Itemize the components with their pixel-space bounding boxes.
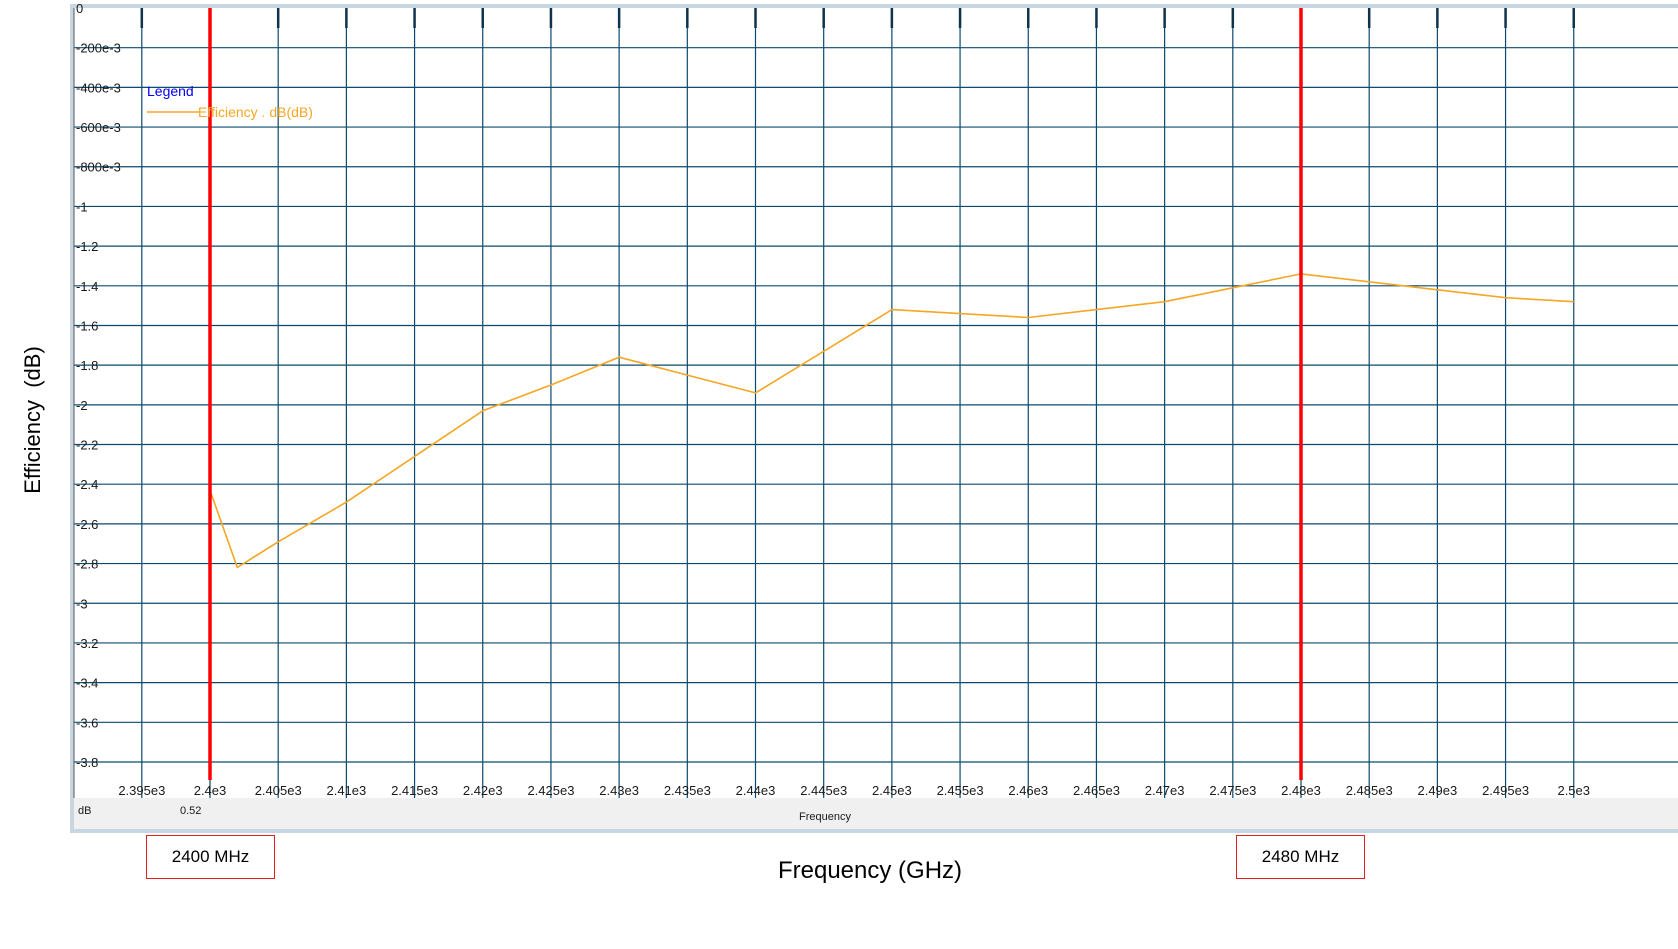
legend: Legend Efficiency . dB(dB) bbox=[147, 83, 313, 120]
x-tick-label: 2.43e3 bbox=[599, 783, 639, 798]
y-tick-label: -1.6 bbox=[76, 318, 98, 333]
plot-footer bbox=[74, 798, 1678, 829]
x-tick-label: 2.46e3 bbox=[1008, 783, 1048, 798]
y-tick-label: -2.8 bbox=[76, 557, 98, 572]
y-tick-label: -3.8 bbox=[76, 755, 98, 770]
inner-x-label: Frequency bbox=[799, 811, 851, 823]
x-tick-label: 2.45e3 bbox=[872, 783, 912, 798]
y-tick-label: -1.8 bbox=[76, 358, 98, 373]
x-tick-label: 2.425e3 bbox=[527, 783, 574, 798]
y-tick-label: -3 bbox=[76, 596, 88, 611]
y-tick-label: 0 bbox=[76, 1, 83, 16]
y-axis-title: Efficiency (dB) bbox=[20, 346, 45, 494]
x-tick-label: 2.44e3 bbox=[736, 783, 776, 798]
plot-area bbox=[74, 8, 1678, 798]
x-tick-label: 2.495e3 bbox=[1482, 783, 1529, 798]
x-tick-label: 2.475e3 bbox=[1209, 783, 1256, 798]
marker-label-2400: 2400 MHz bbox=[146, 835, 275, 879]
y-tick-label: -2.2 bbox=[76, 438, 98, 453]
y-tick-label: -400e-3 bbox=[76, 80, 121, 95]
x-tick-label: 2.48e3 bbox=[1281, 783, 1321, 798]
legend-title: Legend bbox=[147, 83, 194, 99]
x-tick-label: 2.395e3 bbox=[118, 783, 165, 798]
x-tick-label: 2.4e3 bbox=[194, 783, 227, 798]
marker-lines bbox=[208, 8, 1303, 780]
y-tick-labels: 0 -200e-3 -400e-3 -600e-3 -800e-3 -1 -1.2 -1.4 -… bbox=[76, 1, 121, 770]
x-tick-label: 2.41e3 bbox=[326, 783, 366, 798]
y-tick-label: -600e-3 bbox=[76, 120, 121, 135]
inner-y-unit: dB bbox=[78, 805, 91, 817]
x-tick-label: 2.405e3 bbox=[255, 783, 302, 798]
x-tick-label: 2.485e3 bbox=[1346, 783, 1393, 798]
y-tick-label: -2 bbox=[76, 398, 88, 413]
x-tick-label: 2.5e3 bbox=[1557, 783, 1590, 798]
x-tick-label: 2.42e3 bbox=[463, 783, 503, 798]
y-tick-label: -3.2 bbox=[76, 636, 98, 651]
legend-entry: Efficiency . dB(dB) bbox=[198, 104, 313, 120]
y-tick-label: -1.4 bbox=[76, 279, 98, 294]
series-layer bbox=[209, 273, 1574, 569]
x-tick-label: 2.435e3 bbox=[664, 783, 711, 798]
y-tick-label: -1 bbox=[76, 199, 88, 214]
grid-lines bbox=[73, 8, 1678, 798]
x-tick-label: 2.49e3 bbox=[1417, 783, 1457, 798]
y-tick-label: -2.4 bbox=[76, 477, 98, 492]
y-tick-label: -3.6 bbox=[76, 715, 98, 730]
x-tick-labels: 2.395e3 2.4e3 2.405e3 2.41e3 2.415e3 2.42e3 2.… bbox=[118, 783, 1590, 798]
y-tick-label: -200e-3 bbox=[76, 41, 121, 56]
x-tick-label: 2.47e3 bbox=[1145, 783, 1185, 798]
marker-label-2480: 2480 MHz bbox=[1236, 835, 1365, 879]
series-line bbox=[209, 273, 1574, 569]
x-axis-title: Frequency (GHz) bbox=[778, 857, 962, 884]
x-tick-label: 2.455e3 bbox=[937, 783, 984, 798]
y-tick-label: -3.4 bbox=[76, 676, 98, 691]
x-tick-label: 2.445e3 bbox=[800, 783, 847, 798]
x-tick-label: 2.465e3 bbox=[1073, 783, 1120, 798]
y-tick-label: -800e-3 bbox=[76, 160, 121, 175]
y-tick-label: -1.2 bbox=[76, 239, 98, 254]
x-tick-label: 2.415e3 bbox=[391, 783, 438, 798]
y-tick-label: -2.6 bbox=[76, 517, 98, 532]
readout-value: 0.52 bbox=[180, 805, 201, 817]
